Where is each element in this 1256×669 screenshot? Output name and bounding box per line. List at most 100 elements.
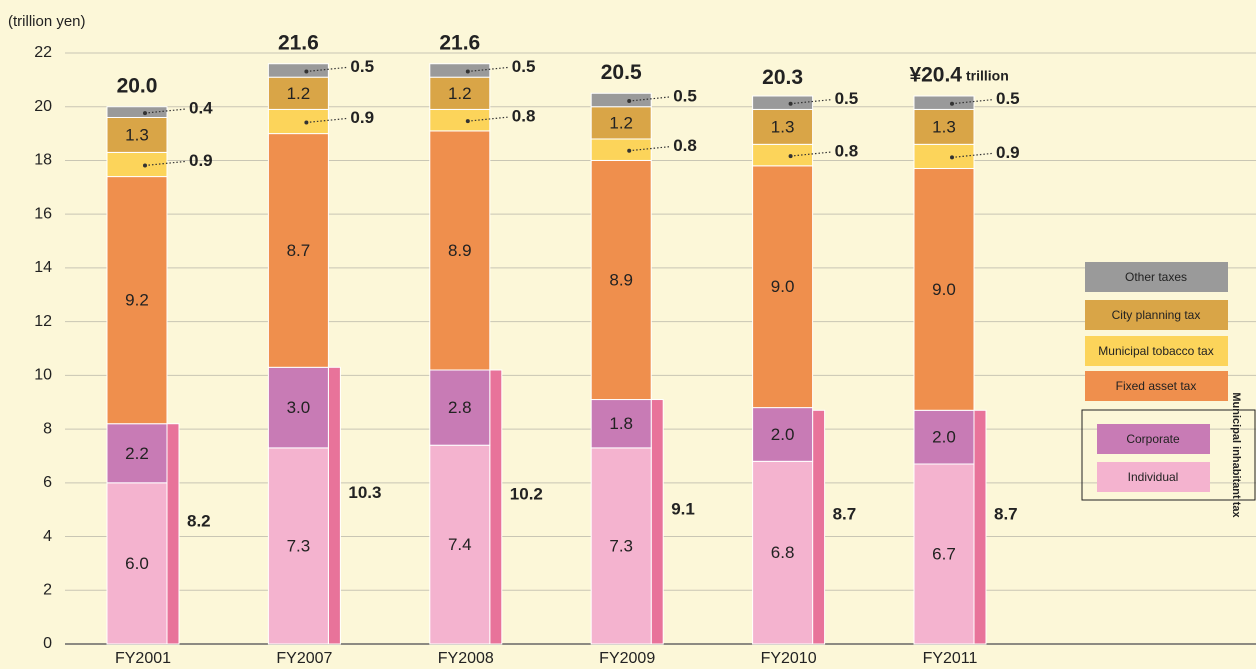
segment-label: 1.8 [609, 414, 633, 433]
bar-segment [752, 143, 814, 167]
segment-label: 8.9 [448, 241, 472, 260]
legend-label: Corporate [1126, 432, 1180, 446]
total-label: 21.6 [278, 31, 319, 54]
x-tick-label: FY2010 [761, 650, 817, 667]
inhabitant-label: 8.2 [187, 511, 211, 530]
inhabitant-bar [973, 409, 987, 645]
segment-label: 0.8 [673, 136, 697, 155]
x-tick-label: FY2008 [438, 650, 494, 667]
y-tick-label: 8 [43, 420, 52, 437]
segment-label: 1.2 [287, 84, 311, 103]
inhabitant-label: 8.7 [994, 505, 1018, 524]
bar-segment [913, 463, 975, 645]
legend-label: Other taxes [1125, 270, 1187, 284]
bar-segment [267, 447, 329, 645]
segment-label: 0.5 [673, 86, 697, 105]
bar-segment [752, 460, 814, 645]
segment-label: 1.3 [125, 125, 149, 144]
legend-swatch [1085, 336, 1228, 366]
y-tick-label: 22 [34, 44, 52, 61]
bar-segment [106, 482, 168, 645]
y-tick-label: 18 [34, 152, 52, 169]
x-tick-label: FY2009 [599, 650, 655, 667]
y-tick-label: 16 [34, 205, 52, 222]
segment-label: 0.5 [512, 57, 536, 76]
y-tick-label: 12 [34, 313, 52, 330]
bar-segment [267, 366, 329, 449]
x-tick-label: FY2007 [276, 650, 332, 667]
segment-label: 9.0 [932, 280, 956, 299]
segment-label: 7.3 [287, 536, 311, 555]
segment-label: 3.0 [287, 398, 311, 417]
legend-label: City planning tax [1112, 308, 1201, 322]
segment-label: 1.3 [932, 117, 956, 136]
bar-segment [913, 409, 975, 465]
bar-segment [752, 95, 814, 110]
bar-segment [752, 165, 814, 409]
segment-label: 6.0 [125, 554, 149, 573]
bar-segment [590, 399, 652, 449]
x-tick-label: FY2001 [115, 650, 171, 667]
bar-segment [267, 133, 329, 368]
inhabitant-bar [489, 369, 503, 645]
bar-segment [429, 108, 491, 132]
segment-label: 0.4 [189, 99, 213, 118]
bar-segment [590, 92, 652, 108]
y-tick-label: 2 [43, 581, 52, 598]
legend-swatch [1085, 262, 1228, 292]
segment-label: 0.9 [189, 151, 213, 170]
y-tick-label: 14 [34, 259, 52, 276]
segment-label: 2.2 [125, 444, 149, 463]
total-label: ¥20.4 [909, 64, 962, 87]
segment-label: 6.7 [932, 544, 956, 563]
legend-group-label: Municipal inhabitant tax [1230, 392, 1242, 518]
total-label: 20.5 [601, 61, 642, 84]
bar-segment [106, 151, 168, 178]
segment-label: 8.9 [609, 270, 633, 289]
bar-segment [106, 176, 168, 425]
legend-swatch [1085, 300, 1228, 330]
y-tick-label: 6 [43, 474, 52, 491]
bar-segment [913, 95, 975, 110]
segment-label: 0.5 [835, 89, 859, 108]
legend-swatch [1085, 371, 1228, 401]
bar-segment [590, 447, 652, 645]
legend-label: Municipal tobacco tax [1098, 344, 1213, 358]
bar-segment [429, 63, 491, 78]
bar-segment [752, 108, 814, 145]
segment-label: 0.5 [996, 89, 1020, 108]
bar-segment [913, 168, 975, 411]
legend-group-box [1081, 409, 1256, 501]
bar-segment [267, 63, 329, 78]
y-axis-label: (trillion yen) [8, 13, 86, 30]
legend-label: Individual [1128, 470, 1179, 484]
inhabitant-bar [812, 409, 826, 645]
segment-label: 0.9 [996, 143, 1020, 162]
bar-segment [429, 444, 491, 645]
segment-label: 0.5 [350, 57, 374, 76]
bar-segment [106, 106, 168, 118]
inhabitant-bar [166, 423, 180, 645]
legend-label: Fixed asset tax [1116, 379, 1197, 393]
segment-label: 2.8 [448, 398, 472, 417]
segment-label: 9.0 [771, 277, 795, 296]
total-unit: trillion [966, 68, 1009, 84]
bar-segment [429, 369, 491, 446]
total-label: 21.6 [439, 31, 480, 54]
bar-segment [752, 407, 814, 462]
segment-label: 2.0 [771, 425, 795, 444]
y-tick-label: 0 [43, 635, 52, 652]
segment-label: 9.2 [125, 291, 149, 310]
inhabitant-bar [327, 366, 341, 645]
bar-segment [429, 130, 491, 371]
bar-segment [913, 108, 975, 145]
y-tick-label: 10 [34, 367, 52, 384]
segment-label: 1.3 [771, 117, 795, 136]
y-tick-label: 4 [43, 528, 52, 545]
inhabitant-label: 10.3 [348, 483, 381, 502]
segment-label: 7.4 [448, 535, 472, 554]
segment-label: 8.7 [287, 241, 311, 260]
segment-label: 0.8 [512, 107, 536, 126]
segment-label: 7.3 [609, 536, 633, 555]
